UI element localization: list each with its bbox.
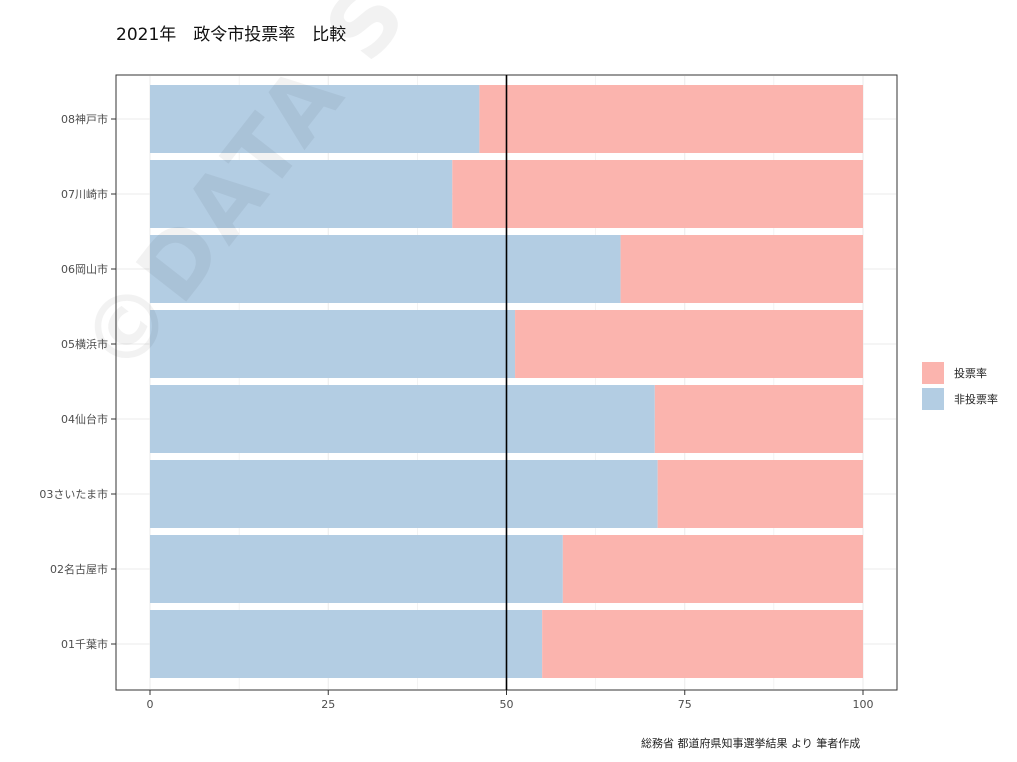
legend-item-non-turnout: 非投票率	[922, 386, 998, 412]
x-tick-label: 75	[678, 698, 692, 711]
bar-non-turnout	[150, 160, 453, 228]
bar-turnout	[479, 85, 863, 153]
y-tick-label: 01千葉市	[61, 637, 108, 651]
source-caption: 総務省 都道府県知事選挙結果 より 筆者作成	[641, 737, 861, 750]
bar-non-turnout	[150, 610, 543, 678]
legend-label-non-turnout: 非投票率	[954, 393, 998, 406]
legend-swatch-non-turnout	[922, 388, 944, 410]
x-tick-label: 50	[500, 698, 514, 711]
x-tick-label: 100	[853, 698, 874, 711]
y-tick-label: 07川崎市	[61, 187, 108, 201]
x-tick-label: 25	[321, 698, 335, 711]
bar-non-turnout	[150, 85, 480, 153]
legend-item-turnout: 投票率	[922, 360, 998, 386]
y-tick-label: 03さいたま市	[39, 487, 108, 501]
chart-title: 2021年 政令市投票率 比較	[116, 25, 347, 45]
y-tick-label: 05横浜市	[61, 337, 108, 351]
legend-swatch-turnout	[922, 362, 944, 384]
y-tick-label: 02名古屋市	[50, 562, 108, 576]
y-tick-label: 08神戸市	[61, 112, 108, 126]
bar-turnout	[515, 310, 863, 378]
bar-turnout	[620, 235, 863, 303]
bar-non-turnout	[150, 535, 563, 603]
bar-non-turnout	[150, 310, 516, 378]
bar-non-turnout	[150, 235, 621, 303]
bar-turnout	[654, 385, 863, 453]
y-tick-label: 06岡山市	[61, 262, 108, 276]
bar-turnout	[657, 460, 863, 528]
bar-turnout	[562, 535, 863, 603]
legend-label-turnout: 投票率	[954, 367, 987, 380]
legend: 投票率 非投票率	[922, 360, 998, 412]
y-tick-label: 04仙台市	[61, 412, 108, 426]
x-tick-label: 0	[147, 698, 154, 711]
bar-non-turnout	[150, 385, 655, 453]
bar-non-turnout	[150, 460, 658, 528]
bar-turnout	[542, 610, 863, 678]
bar-turnout	[452, 160, 863, 228]
